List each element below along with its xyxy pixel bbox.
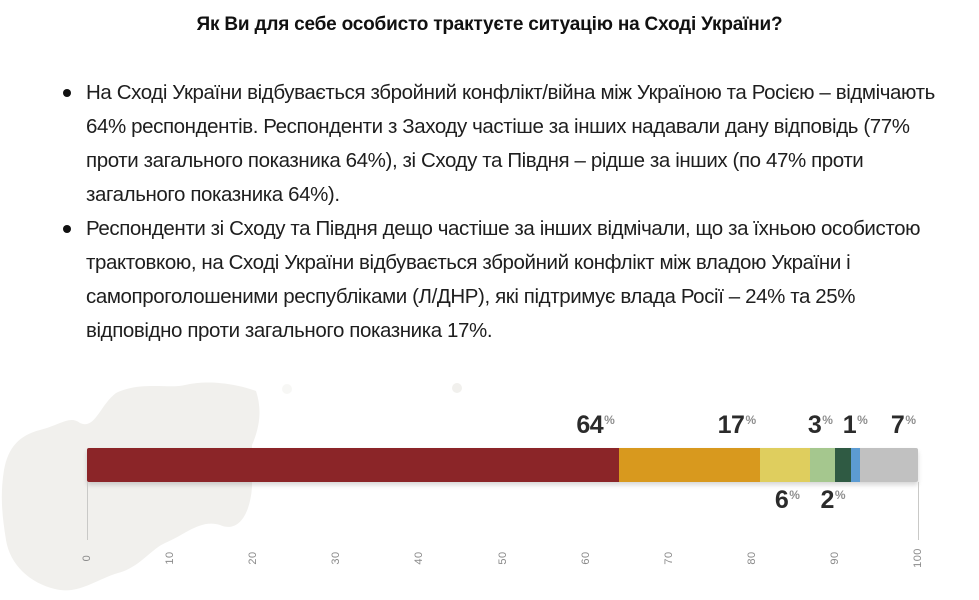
stacked-bar-chart: 64% 17% 6% 3% 2% 1% 7% 0 10 20 30 40 50 60 70 80 90 100 [0, 375, 979, 600]
bullet-item-1: На Сході України відбувається збройний к… [60, 76, 940, 212]
bar-segment-7pct [859, 448, 918, 482]
x-axis-tick-80: 80 [745, 551, 758, 565]
axis-end-line-0 [87, 482, 88, 540]
percent-sign: % [834, 488, 846, 502]
segment-value-label: 2% [820, 486, 845, 515]
bar-segment-3pct [809, 448, 835, 482]
segment-value: 64 [576, 411, 604, 439]
percent-sign: % [745, 413, 757, 427]
x-axis-tick-0: 0 [81, 554, 93, 562]
bullet-dot [63, 89, 71, 97]
segment-value: 2 [820, 486, 834, 514]
ukraine-map-watermark [1, 382, 462, 591]
bullet-list: На Сході України відбувається збройний к… [60, 76, 940, 348]
percent-sign: % [789, 488, 800, 502]
percent-sign: % [604, 413, 615, 427]
segment-value: 7 [890, 411, 905, 439]
x-axis-tick-100: 100 [912, 548, 924, 568]
x-axis-tick-20: 20 [247, 551, 260, 565]
x-axis-tick-90: 90 [828, 551, 841, 565]
segment-value: 6 [774, 486, 789, 514]
bullet-text: На Сході України відбувається збройний к… [86, 81, 935, 206]
percent-sign: % [857, 413, 868, 427]
bar-segment-64pct [87, 448, 619, 482]
percent-sign: % [905, 413, 916, 427]
segment-value-label: 6% [775, 486, 800, 515]
bar-segment-1pct [851, 448, 860, 482]
bullet-item-2: Респонденти зі Сходу та Півдня дещо част… [60, 212, 940, 348]
bar-segment-17pct [618, 448, 761, 482]
segment-value-label: 1% [843, 411, 868, 440]
segment-value-label: 64% [576, 411, 614, 440]
bar-segment-6pct [760, 448, 810, 482]
bullet-text: Респонденти зі Сходу та Півдня дещо част… [86, 217, 921, 342]
segment-value-label: 7% [891, 411, 916, 440]
segment-value-label: 3% [808, 411, 833, 440]
axis-end-line-100 [918, 482, 919, 540]
bullet-dot [63, 225, 71, 233]
x-axis-tick-30: 30 [330, 551, 343, 565]
segment-value: 17 [717, 411, 745, 439]
segment-value: 3 [807, 411, 822, 439]
percent-sign: % [822, 413, 833, 427]
x-axis-tick-40: 40 [413, 551, 426, 565]
x-axis-tick-70: 70 [662, 551, 675, 565]
segment-value: 1 [842, 411, 857, 439]
x-axis-tick-50: 50 [496, 551, 509, 565]
x-axis-tick-10: 10 [164, 551, 177, 565]
segment-value-label: 17% [718, 411, 756, 440]
page-title: Як Ви для себе особисто трактуєте ситуац… [196, 14, 783, 35]
stacked-bar [87, 448, 918, 482]
x-axis-tick-60: 60 [579, 551, 592, 565]
bar-segment-2pct [834, 448, 852, 482]
